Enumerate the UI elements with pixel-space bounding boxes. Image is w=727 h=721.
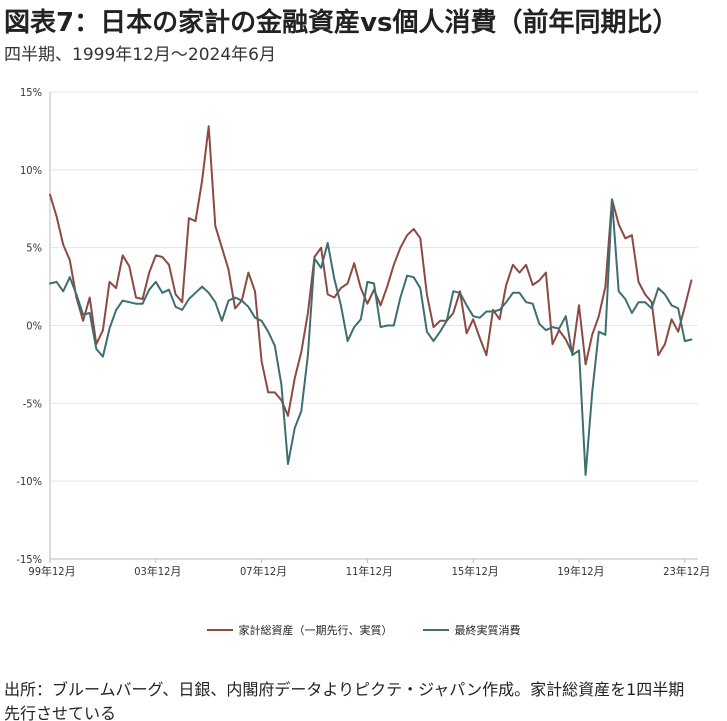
y-tick-label: 0% (26, 320, 42, 333)
x-tick-label: 11年12月 (346, 564, 393, 578)
chart-subtitle: 四半期、1999年12月～2024年6月 (4, 45, 276, 65)
grid-lines (50, 91, 698, 560)
x-tick-label: 99年12月 (28, 564, 75, 578)
y-tick-label: 10% (20, 164, 42, 177)
y-tick-label: -15% (16, 553, 42, 566)
y-tick-label: 15% (20, 86, 42, 99)
legend-swatch-consumption (422, 629, 449, 631)
legend-swatch-asset (206, 629, 233, 631)
y-tick-label: -5% (23, 397, 42, 410)
y-tick-label: -10% (16, 475, 42, 488)
x-tick-label: 15年12月 (452, 564, 499, 578)
x-tick-label: 23年12月 (663, 564, 710, 578)
source-note: 出所：ブルームバーグ、日銀、内閣府データよりピクテ・ジャパン作成。家計総資産を1… (4, 680, 685, 721)
x-tick-label: 07年12月 (240, 564, 287, 578)
series-line-asset (49, 125, 693, 417)
legend-item-asset: 家計総資産（一期先行、実質） (206, 622, 393, 638)
axes: 15% 10% 5% 0% -5% -10% -15%99年12月 03年12月 07年12月 1… (16, 86, 710, 578)
x-tick-label: 19年12月 (557, 564, 604, 578)
chart-title: 図表7：日本の家計の金融資産vs個人消費（前年同期比） (4, 8, 679, 38)
y-tick-label: 5% (26, 242, 42, 255)
line-chart: 15% 10% 5% 0% -5% -10% -15%99年12月 03年12月 07年12月 1… (16, 86, 710, 578)
legend-label-asset: 家計総資産（一期先行、実質） (238, 624, 393, 637)
series-lines (49, 125, 693, 476)
legend-label-consumption: 最終実質消費 (454, 624, 521, 637)
x-tick-label: 03年12月 (134, 564, 181, 578)
legend: 家計総資産（一期先行、実質） 最終実質消費 (0, 622, 727, 638)
legend-item-consumption: 最終実質消費 (422, 622, 521, 638)
series-line-consumption (49, 198, 693, 476)
